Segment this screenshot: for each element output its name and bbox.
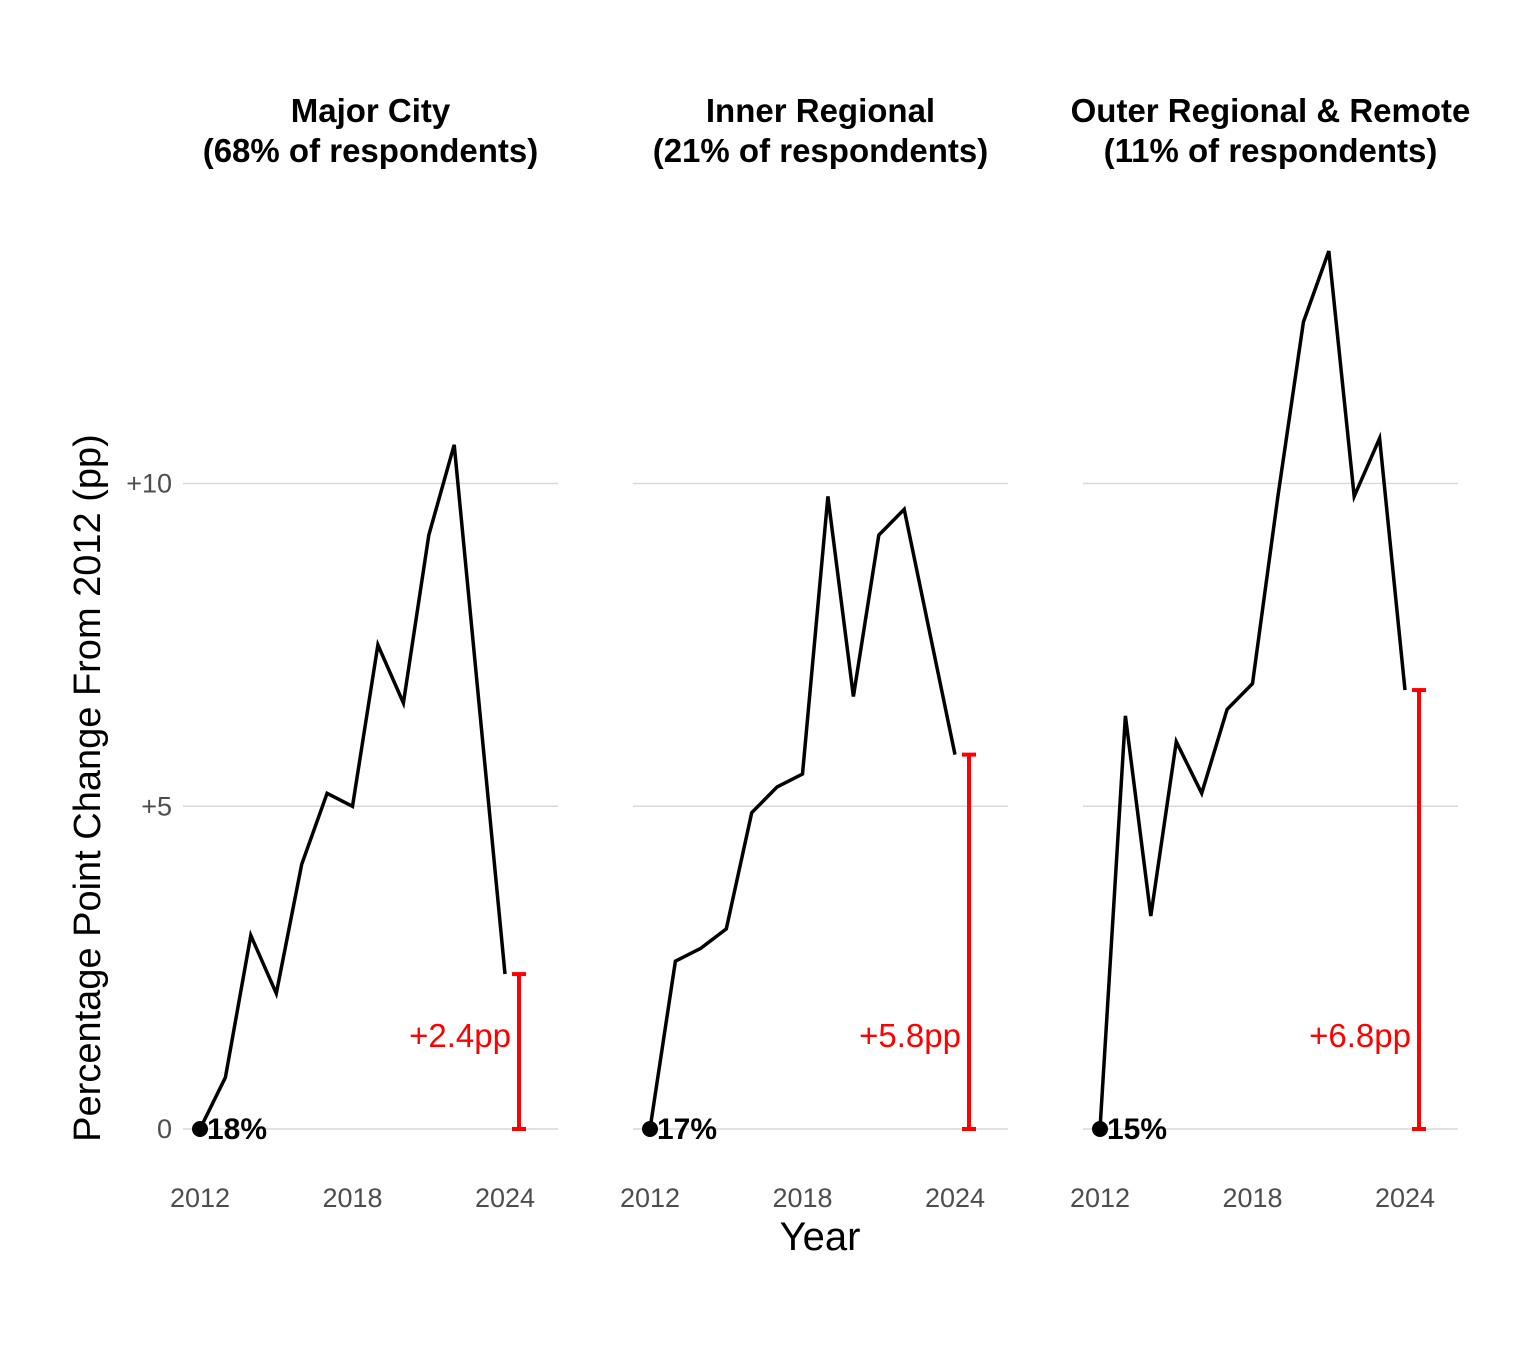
x-axis-tick-label: 2012 bbox=[620, 1183, 680, 1213]
x-axis-tick-label: 2024 bbox=[1375, 1183, 1435, 1213]
trend-line bbox=[198, 444, 507, 1130]
start-value-label: 15% bbox=[1107, 1113, 1167, 1146]
change-annotation-label: +2.4pp bbox=[409, 1017, 511, 1054]
y-axis-tick-label: +10 bbox=[126, 469, 172, 499]
facet-panel: Outer Regional & Remote(11% of responden… bbox=[1070, 92, 1470, 1213]
x-axis-title: Year bbox=[780, 1215, 861, 1259]
facet-title: Inner Regional bbox=[706, 92, 935, 129]
facet-panel: Major City(68% of respondents) 2012 2018 20… bbox=[170, 92, 558, 1213]
y-axis-title: Percentage Point Change From 2012 (pp) bbox=[67, 434, 109, 1142]
start-value-label: 17% bbox=[657, 1113, 717, 1146]
x-axis-tick-label: 2018 bbox=[772, 1183, 832, 1213]
facet-panel: Inner Regional(21% of respondents) 2012 20… bbox=[620, 92, 1008, 1213]
start-point-dot bbox=[192, 1121, 208, 1137]
facet-subtitle: (68% of respondents) bbox=[203, 132, 539, 169]
trend-line bbox=[1098, 250, 1407, 1130]
facet-subtitle: (21% of respondents) bbox=[653, 132, 989, 169]
trend-line bbox=[648, 496, 957, 1130]
x-axis-tick-label: 2024 bbox=[925, 1183, 985, 1213]
x-axis-tick-label: 2024 bbox=[475, 1183, 535, 1213]
facet-title: Major City bbox=[291, 92, 451, 129]
start-value-label: 18% bbox=[207, 1113, 267, 1146]
start-point-dot bbox=[642, 1121, 658, 1137]
y-axis-tick-label: 0 bbox=[157, 1114, 172, 1144]
change-annotation-label: +5.8pp bbox=[859, 1017, 961, 1054]
start-point-dot bbox=[1092, 1121, 1108, 1137]
x-axis-tick-label: 2018 bbox=[1222, 1183, 1282, 1213]
x-axis-tick-label: 2018 bbox=[322, 1183, 382, 1213]
x-axis-tick-label: 2012 bbox=[170, 1183, 230, 1213]
facet-title: Outer Regional & Remote bbox=[1071, 92, 1471, 129]
y-axis-tick-label: +5 bbox=[141, 791, 172, 821]
facet-subtitle: (11% of respondents) bbox=[1104, 132, 1438, 169]
x-axis-tick-label: 2012 bbox=[1070, 1183, 1130, 1213]
change-annotation-label: +6.8pp bbox=[1309, 1017, 1411, 1054]
